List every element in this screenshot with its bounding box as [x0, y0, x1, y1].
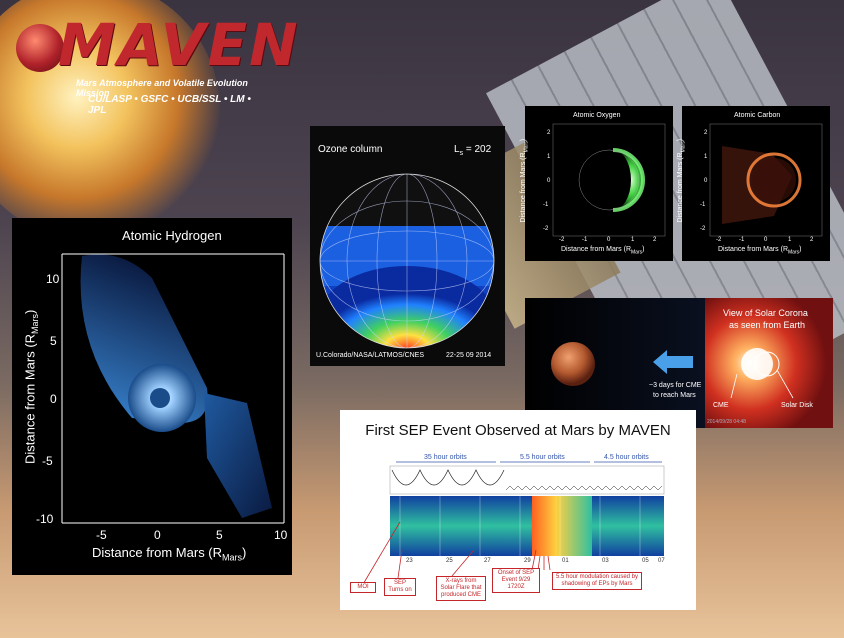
cme-travel-line1: ~3 days for CME	[649, 382, 702, 389]
mars-logo-icon	[16, 24, 64, 72]
oxygen-ytick: 1	[547, 154, 551, 160]
ozone-date: 22-25 09 2014	[446, 352, 492, 359]
sep-xtick: 23	[406, 558, 413, 564]
hydrogen-ytick: -5	[42, 454, 53, 468]
logo-title: MAVEN	[58, 11, 300, 79]
sep-plot	[361, 461, 665, 587]
hydrogen-panel: Atomic Hydrogen	[12, 218, 292, 575]
carbon-xtick: 0	[764, 237, 768, 243]
callout-sep-on: SEP Turns on	[384, 578, 416, 596]
hydrogen-ylabel: Distance from Mars (RMars)	[22, 309, 40, 464]
carbon-panel: Atomic Carbon -2 -1 0 1 2 2 1 0 -1 -2 Di…	[677, 106, 830, 261]
oxygen-xlabel: Distance from Mars (RMars)	[561, 246, 645, 256]
hydrogen-plot	[61, 253, 285, 524]
oxygen-xtick: -2	[559, 237, 565, 243]
corona-panel: View of Solar Corona as seen from Earth …	[525, 298, 833, 428]
callout-moi: MOI	[350, 582, 376, 593]
sep-title: First SEP Event Observed at Mars by MAVE…	[365, 422, 671, 439]
orbit-label: 35 hour orbits	[424, 454, 467, 461]
corona-title-line1: View of Solar Corona	[723, 308, 808, 318]
carbon-ytick: 2	[704, 130, 708, 136]
orbit-label: 4.5 hour orbits	[604, 454, 649, 461]
carbon-xlabel: Distance from Mars (RMars)	[718, 246, 802, 256]
carbon-xtick: 1	[788, 237, 792, 243]
carbon-ylabel: Distance from Mars (RMars)	[677, 138, 687, 223]
hydrogen-xtick: 0	[154, 528, 161, 542]
oxygen-title: Atomic Oxygen	[573, 112, 621, 119]
sep-xtick: 01	[562, 558, 569, 564]
logo-institutions: CU/LASP • GSFC • UCB/SSL • LM • JPL	[88, 94, 251, 116]
hydrogen-xlabel: Distance from Mars (RMars)	[92, 545, 247, 563]
carbon-xtick: -2	[716, 237, 722, 243]
oxygen-xtick: -1	[582, 237, 588, 243]
ozone-ls: Ls = 202	[454, 144, 492, 157]
callout-modulation: 5.5 hour modulation caused by shadowing …	[552, 572, 642, 590]
corona-title-line2: as seen from Earth	[729, 320, 806, 330]
carbon-ytick: 1	[704, 154, 708, 160]
oxygen-ylabel: Distance from Mars (RMars)	[520, 138, 530, 223]
hydrogen-xtick: -5	[96, 528, 107, 542]
ozone-title: Ozone column	[318, 144, 383, 155]
maven-logo: MAVEN Mars Atmosphere and Volatile Evolu…	[10, 8, 298, 118]
oxygen-ytick: 0	[547, 178, 551, 184]
corona-timestamp: 2014/09/28 04:48	[707, 419, 746, 425]
corona-image	[525, 298, 833, 428]
hydrogen-xtick: 10	[274, 528, 288, 542]
carbon-xtick: 2	[810, 237, 814, 243]
hydrogen-ytick: -10	[36, 512, 54, 526]
carbon-plot	[709, 123, 823, 237]
sep-panel: First SEP Event Observed at Mars by MAVE…	[340, 410, 696, 610]
cme-label: CME	[713, 402, 729, 409]
ozone-credit: U.Colorado/NASA/LATMOS/CNES	[316, 352, 425, 359]
ozone-panel: Ozone column Ls = 202	[310, 126, 505, 366]
oxygen-panel: Atomic Oxygen -2 -1 0 1 2 2 1 0 -1 -2 Di…	[520, 106, 673, 261]
solar-disk-label: Solar Disk	[781, 402, 813, 409]
sep-xtick: 27	[484, 558, 491, 564]
sep-xtick: 25	[446, 558, 453, 564]
callout-xrays: X-rays from Solar Flare that produced CM…	[436, 576, 486, 601]
hydrogen-title: Atomic Hydrogen	[122, 228, 222, 243]
oxygen-xtick: 2	[653, 237, 657, 243]
orbit-label: 5.5 hour orbits	[520, 454, 565, 461]
carbon-ytick: -2	[700, 226, 706, 232]
hydrogen-ytick: 5	[50, 334, 57, 348]
carbon-ytick: 0	[704, 178, 708, 184]
oxygen-xtick: 1	[631, 237, 635, 243]
hydrogen-xtick: 5	[216, 528, 223, 542]
carbon-ytick: -1	[700, 202, 706, 208]
oxygen-ytick: 2	[547, 130, 551, 136]
sep-xtick: 03	[602, 558, 609, 564]
callout-onset: Onset of SEP Event 9/29 1720Z	[492, 568, 540, 593]
carbon-xtick: -1	[739, 237, 745, 243]
cme-travel-line2: to reach Mars	[653, 392, 696, 399]
oxygen-ytick: -1	[543, 202, 549, 208]
ozone-globe	[319, 173, 495, 349]
sep-xtick: 29	[524, 558, 531, 564]
hydrogen-ytick: 0	[50, 392, 57, 406]
sep-xtick: 07	[658, 558, 665, 564]
hydrogen-ytick: 10	[46, 272, 60, 286]
logo-subtitle: Mars Atmosphere and Volatile Evolution M…	[76, 78, 248, 98]
carbon-title: Atomic Carbon	[734, 112, 781, 119]
sep-xtick: 05	[642, 558, 649, 564]
oxygen-xtick: 0	[607, 237, 611, 243]
oxygen-plot	[552, 123, 666, 237]
oxygen-ytick: -2	[543, 226, 549, 232]
